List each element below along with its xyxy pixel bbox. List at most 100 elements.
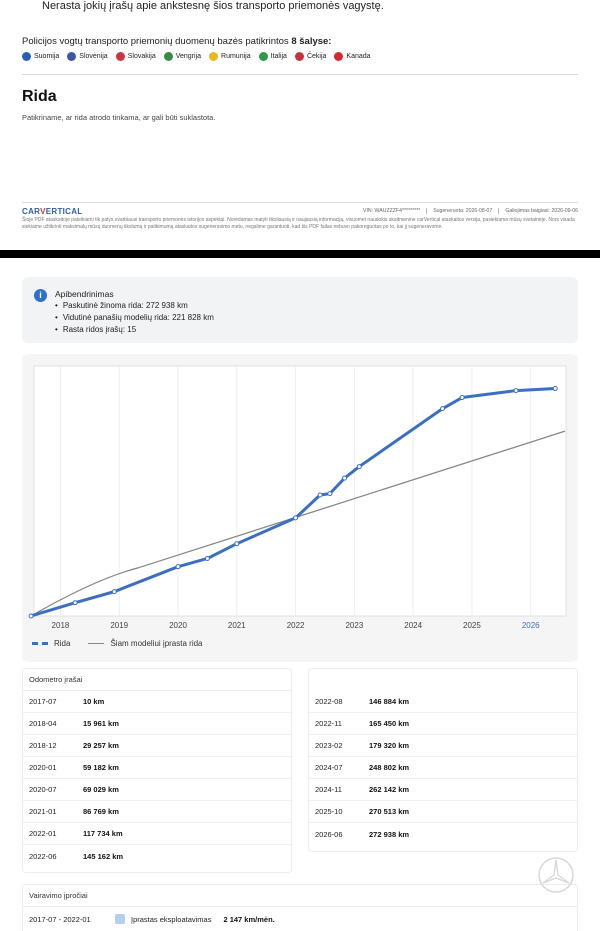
record-date: 2018-12 [29,741,57,750]
record-km: 29 257 km [83,741,119,750]
record-date: 2022-06 [29,851,57,861]
table-row: 2026-06 272 938 km [309,823,577,845]
flag-label: Suomija [34,53,60,60]
record-km: 69 029 km [83,785,119,794]
flag-item: Rumunija [209,52,251,61]
section-subtitle: Patikriname, ar rida atrodo tinkama, ar … [22,113,216,122]
record-date: 2023-02 [315,741,343,750]
flag-item: Čekija [294,52,327,61]
table-row: 2020-01 59 182 km [23,757,291,779]
flag-item: Slovėnija [67,52,108,61]
flag-item: Slovakija [115,52,156,61]
data-point [175,564,181,570]
flag-icon [115,52,125,61]
flag-label: Vengrija [175,53,202,60]
record-date: 2025-10 [315,807,343,816]
record-km: 10 km [83,697,105,706]
x-tick-label: 2024 [404,621,422,630]
flag-icon [209,52,219,61]
table-row: 2023-02 179 320 km [309,735,577,757]
summary-item: Paskutinė žinoma rida: 272 938 km [55,300,214,312]
data-point [204,555,210,561]
data-point [293,515,299,521]
table-row: 2022-01 117 734 km [23,823,291,845]
data-point [234,541,240,547]
record-km: 248 802 km [369,763,410,772]
usage-type: Įprastas eksploatavimas [131,914,212,924]
country-flags: Suomija Slovėnija Slovakija Vengrija Rumunij… [22,52,371,61]
footer-meta: VIN: WAUZZZF4********* Sugeneruota: 2026… [363,208,578,214]
table-row: 2021-01 86 769 km [23,801,291,823]
flag-item: Italija [258,52,287,61]
odometer-table-right: 2022-08 146 884 km 2022-11 165 450 km 2023-0… [308,668,578,852]
logo-part-a: CAR [22,207,41,216]
flag-icon [294,52,304,61]
flag-label: Rumunija [221,53,251,60]
record-km: 145 162 km [83,851,124,861]
record-km: 59 182 km [83,763,119,772]
record-date: 2020-07 [29,785,57,794]
flag-icon [258,52,268,61]
mileage-chart-card: 2018 2019 2020 2021 2022 2023 2024 2025 2026 Rid… [22,354,578,662]
table-row: 2022-06 145 162 km [23,845,291,867]
record-km: 272 938 km [369,829,410,839]
report-page-1: Nerasta jokių įrašų apie ankstesnę šios … [0,0,600,250]
data-point [513,388,519,394]
odometer-table-title: Odometro įrašai [23,669,291,691]
record-km: 117 734 km [83,829,123,838]
record-km: 270 513 km [369,807,410,816]
flag-label: Italija [270,53,287,60]
report-page-2: i Apibendrinimas Paskutinė žinoma rida: … [0,258,600,931]
flag-item: Kanada [334,52,371,61]
x-tick-label: 2021 [228,621,246,630]
police-db-text: Policijos vogtų transporto priemonių duo… [22,36,331,47]
logo-part-b: ERTICAL [45,207,83,216]
table-row: 2017-07 10 km [23,691,291,713]
summary-list: Paskutinė žinoma rida: 272 938 km Viduti… [55,300,214,336]
driving-habits: Vairavimo įpročiai 2017-07 - 2022-01 Įpr… [22,884,578,931]
record-km: 179 320 km [369,741,410,750]
table-row: 2024-11 262 142 km [309,779,577,801]
flag-icon [163,52,173,61]
driving-habits-row: 2017-07 - 2022-01 Įprastas eksploatavima… [23,907,577,931]
x-tick-label: 2022 [287,621,305,630]
footer-divider [22,202,578,203]
footer-disclaimer: Šioje PDF ataskaitoje pateikiami tik pat… [22,217,575,230]
series-typical-line [30,430,566,617]
data-point [28,613,34,619]
record-date: 2020-01 [29,763,57,772]
x-tick-label: 2026 [522,621,540,630]
record-date: 2017-07 [29,697,57,706]
divider [22,74,578,75]
driving-habits-title: Vairavimo įpročiai [23,885,577,907]
footer-vin: VIN: WAUZZZF4********* [363,208,421,214]
flag-label: Čekija [306,53,327,60]
data-point [317,492,323,498]
legend-item-typical: Šiam modeliui įprasta rida [88,639,203,648]
table-row: 2022-11 165 450 km [309,713,577,735]
summary-item: Vidutinė panašių modelių rida: 221 828 k… [55,312,214,324]
usage-value: 2 147 km/mėn. [223,914,275,924]
flag-label: Kanada [346,53,371,60]
record-date: 2022-08 [315,697,343,706]
footer-valid: Galiojimas baigiasi: 2026-09-06 [498,208,578,214]
flag-item: Vengrija [163,52,202,61]
record-date: 2024-11 [315,785,342,794]
record-date: 2022-11 [315,719,342,728]
flag-icon [67,52,77,61]
data-point [459,395,465,401]
record-km: 165 450 km [369,719,410,728]
legend-swatch-dashed [32,642,48,645]
flag-label: Slovėnija [79,53,108,60]
legend-item-rida: Rida [32,639,70,648]
record-date: 2018-04 [29,719,57,728]
data-point [72,600,78,606]
record-km: 15 961 km [83,719,119,728]
record-date: 2026-06 [315,829,343,839]
table-row: 2020-07 69 029 km [23,779,291,801]
x-tick-label: 2020 [169,621,187,630]
data-point [327,491,333,497]
summary-title: Apibendrinimas [55,289,114,299]
watermark-logo-icon [538,857,574,893]
police-db-count: 8 šalyse: [291,36,332,47]
